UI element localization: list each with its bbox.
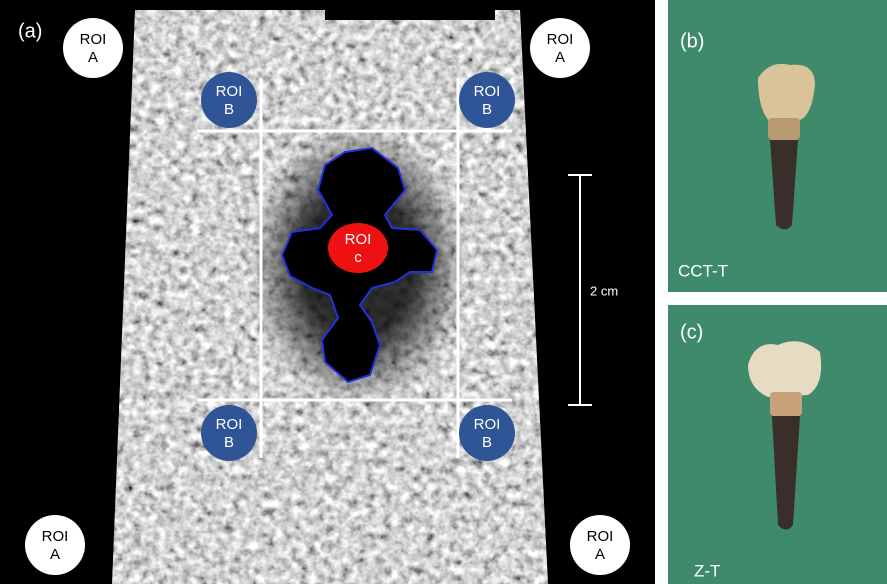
caption: Z-T	[694, 561, 720, 580]
crown	[758, 64, 815, 122]
roi-label: ROI	[474, 83, 501, 100]
roi-label: ROI	[345, 231, 372, 248]
roi-label: A	[595, 546, 605, 563]
phantom-notch	[325, 0, 495, 20]
panel-b: (b) CCT-T	[668, 0, 887, 292]
roi-label: A	[555, 49, 565, 66]
roi-label: A	[50, 546, 60, 563]
roi-label: ROI	[42, 528, 69, 545]
roi-label: B	[482, 101, 492, 118]
figure: 2 cm (a) ROIAROIAROIAROIAROIBROIBROIBROI…	[0, 0, 887, 584]
panel-c: (c) Z-T	[668, 305, 887, 584]
roi-label: ROI	[547, 31, 574, 48]
roi-label: ROI	[587, 528, 614, 545]
abutment	[768, 118, 800, 140]
roi-label: ROI	[216, 83, 243, 100]
roi-label: ROI	[216, 416, 243, 433]
panel-label: (b)	[680, 30, 704, 52]
abutment	[770, 392, 802, 416]
roi-label: c	[354, 249, 362, 266]
roi-label: ROI	[474, 416, 501, 433]
roi-label: A	[88, 49, 98, 66]
scale-bar-label: 2 cm	[590, 283, 618, 298]
roi-label: ROI	[80, 31, 107, 48]
caption: CCT-T	[678, 261, 728, 280]
roi-label: B	[224, 101, 234, 118]
panel-label: (a)	[18, 20, 42, 42]
roi-label: B	[482, 434, 492, 451]
roi-label: B	[224, 434, 234, 451]
panel-a: 2 cm (a) ROIAROIAROIAROIAROIBROIBROIBROI…	[0, 0, 655, 584]
crown	[748, 341, 821, 397]
panel-label: (c)	[680, 321, 703, 343]
